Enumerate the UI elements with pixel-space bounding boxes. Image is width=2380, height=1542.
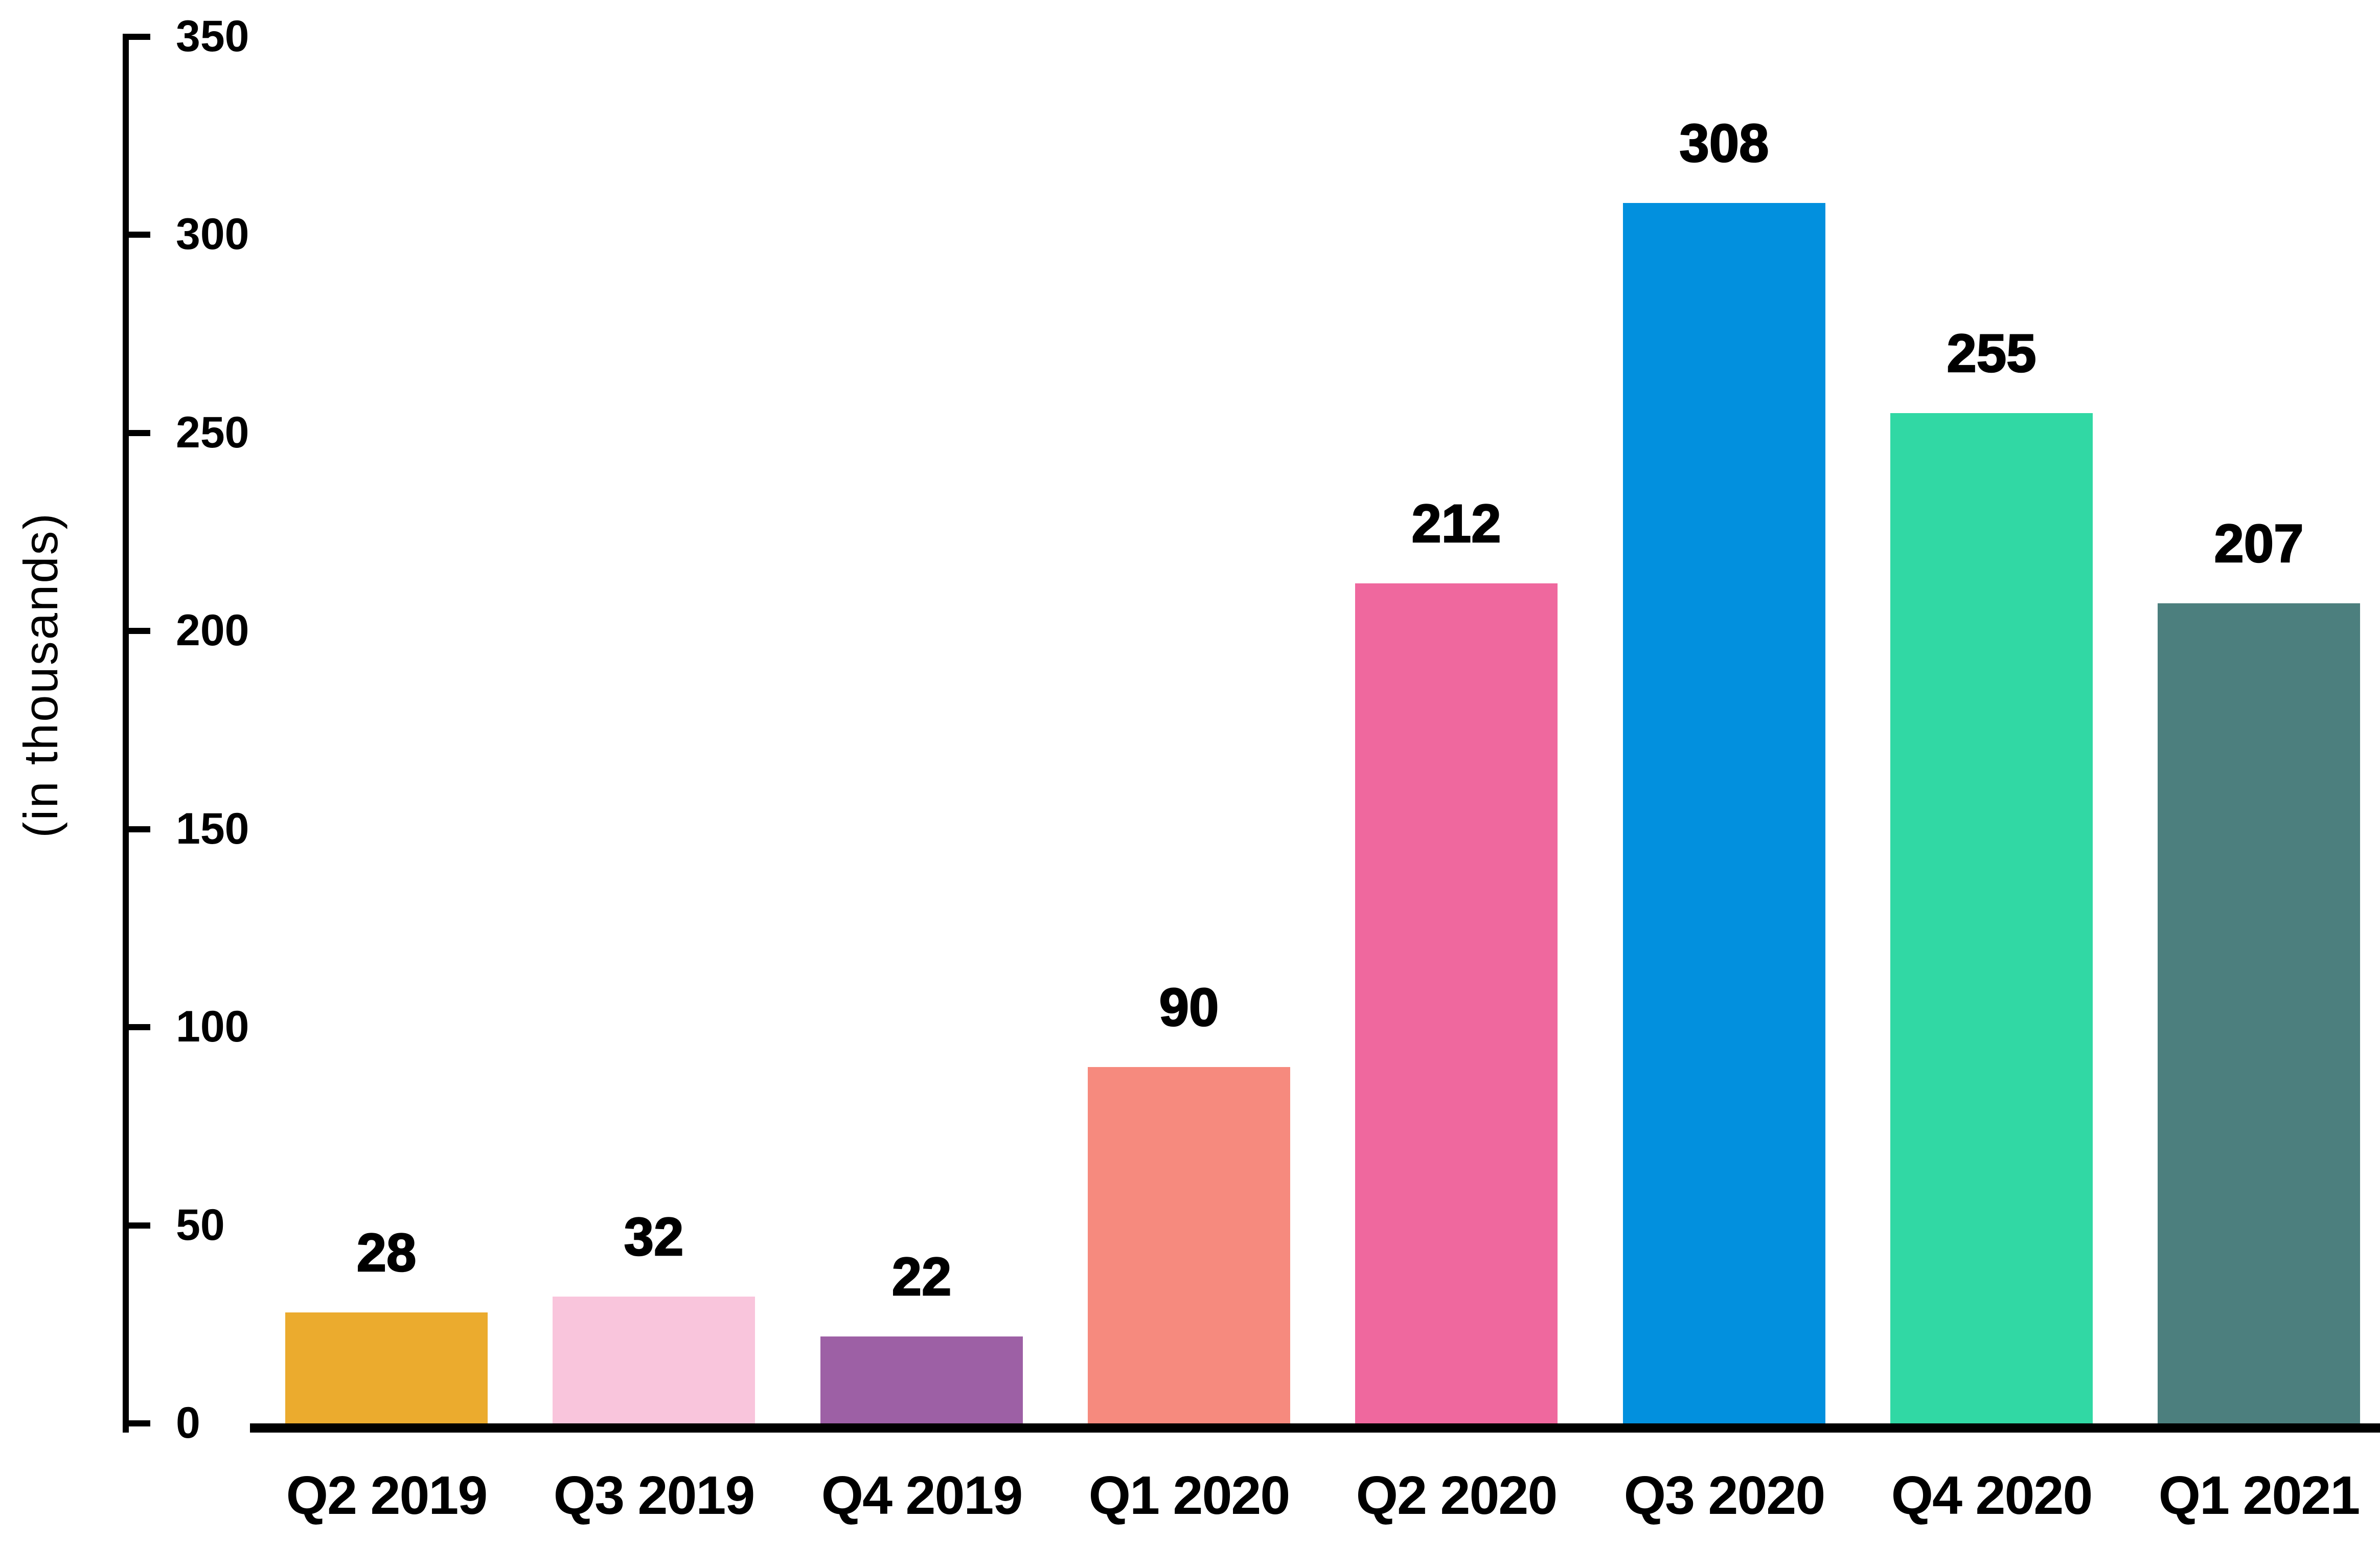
y-tick-label: 0 [176, 1398, 200, 1447]
bar [820, 1336, 1023, 1423]
bar-value-label: 32 [623, 1207, 684, 1267]
y-tick-label: 200 [176, 606, 249, 655]
x-category-label: Q3 2020 [1623, 1465, 1826, 1526]
bar-value-label: 308 [1679, 114, 1770, 173]
x-category-label: Q2 2020 [1356, 1465, 1558, 1526]
y-tick [123, 1222, 150, 1229]
y-tick-label: 100 [176, 1002, 249, 1051]
y-tick [123, 1420, 150, 1426]
bar [1088, 1067, 1290, 1423]
bar-value-label: 22 [891, 1247, 952, 1307]
bar [285, 1312, 488, 1423]
bar [1623, 203, 1825, 1423]
y-tick [123, 628, 150, 634]
bar [553, 1297, 755, 1423]
bar-value-label: 90 [1158, 978, 1219, 1037]
y-tick [123, 232, 150, 238]
y-axis-line [123, 34, 129, 1433]
bar [1355, 583, 1558, 1423]
bar-value-label: 212 [1411, 494, 1502, 554]
y-tick-label: 50 [176, 1200, 225, 1250]
y-tick [123, 826, 150, 832]
x-category-label: Q3 2019 [553, 1465, 756, 1526]
y-tick [123, 1024, 150, 1030]
x-category-label: Q4 2020 [1891, 1465, 2093, 1526]
x-category-label: Q1 2020 [1088, 1465, 1291, 1526]
bar [2158, 603, 2360, 1423]
x-axis-line [250, 1423, 2380, 1433]
x-category-label: Q2 2019 [286, 1465, 488, 1526]
y-tick-label: 300 [176, 210, 249, 259]
bar-value-label: 28 [356, 1223, 417, 1283]
y-tick [123, 34, 150, 40]
y-tick-label: 250 [176, 408, 249, 457]
bar-value-label: 207 [2213, 514, 2304, 574]
bar [1890, 413, 2093, 1423]
y-tick-label: 150 [176, 804, 249, 853]
bar-value-label: 255 [1946, 324, 2037, 383]
y-tick [123, 430, 150, 436]
x-category-label: Q1 2021 [2158, 1465, 2361, 1526]
y-tick-label: 350 [176, 12, 249, 61]
x-category-label: Q4 2019 [821, 1465, 1023, 1526]
